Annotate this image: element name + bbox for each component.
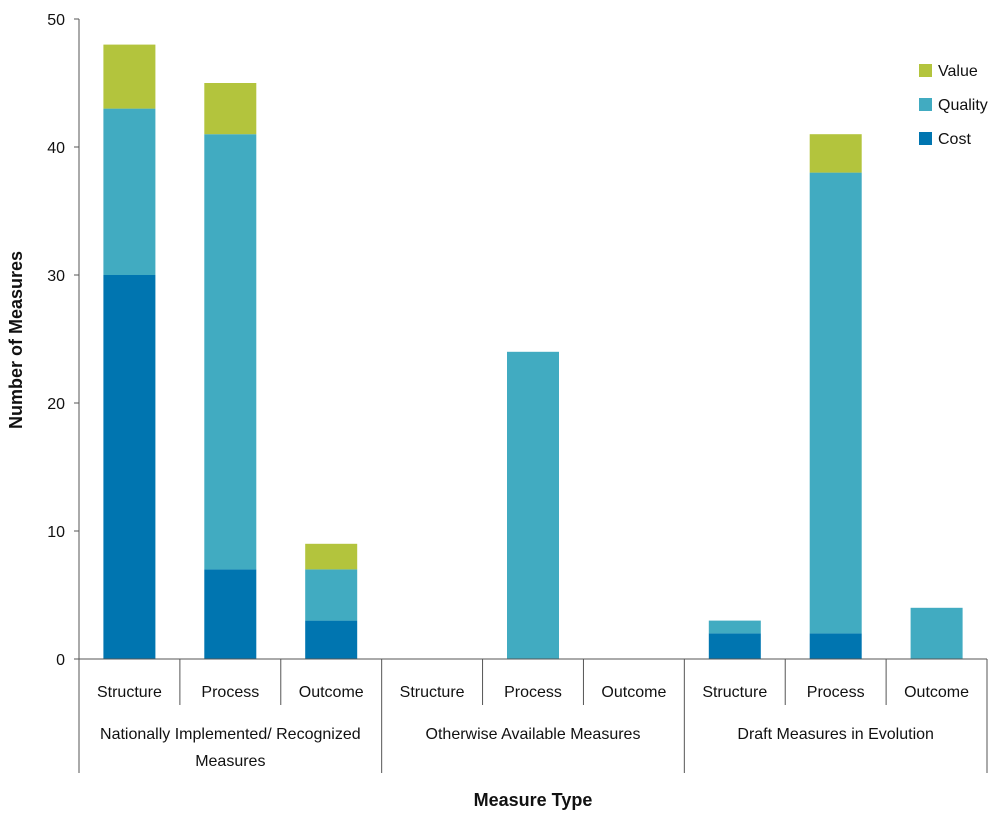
x-tick-label: Structure — [97, 684, 162, 701]
x-tick-label: Process — [807, 684, 865, 701]
legend-swatch-quality — [919, 98, 932, 111]
bar-value-1 — [204, 83, 257, 135]
legend: Value Quality Cost — [919, 63, 988, 148]
bar-cost-7 — [809, 633, 862, 659]
bar-quality-0 — [103, 108, 156, 275]
axes-layer: 0 10 20 30 40 50 Structure Process Outcome Struct… — [47, 12, 988, 773]
y-axis-title: Number of Measures — [6, 251, 26, 429]
x-tick-label: Outcome — [601, 684, 666, 701]
y-tick-label: 30 — [47, 268, 65, 285]
bar-value-0 — [103, 44, 156, 109]
bars-layer — [103, 44, 963, 659]
x-tick-label: Process — [201, 684, 259, 701]
legend-swatch-value — [919, 64, 932, 77]
group-label: Nationally Implemented/ Recognized — [100, 726, 361, 743]
x-axis-title: Measure Type — [474, 790, 593, 810]
bar-value-7 — [809, 134, 862, 173]
group-label: Otherwise Available Measures — [426, 726, 641, 743]
bar-quality-6 — [708, 620, 761, 634]
bar-cost-2 — [305, 620, 358, 659]
legend-label-cost: Cost — [938, 131, 971, 148]
bar-quality-2 — [305, 569, 358, 621]
bar-quality-8 — [910, 607, 963, 659]
x-tick-label: Outcome — [904, 684, 969, 701]
bar-cost-1 — [204, 569, 257, 659]
y-tick-label: 50 — [47, 12, 65, 29]
x-tick-label: Outcome — [299, 684, 364, 701]
legend-swatch-cost — [919, 132, 932, 145]
legend-label-value: Value — [938, 63, 978, 80]
group-label: Draft Measures in Evolution — [737, 726, 934, 743]
bar-quality-7 — [809, 172, 862, 634]
y-tick-label: 0 — [56, 652, 65, 669]
x-tick-label: Structure — [400, 684, 465, 701]
legend-label-quality: Quality — [938, 97, 988, 114]
bar-cost-6 — [708, 633, 761, 659]
x-tick-label: Process — [504, 684, 562, 701]
y-tick-label: 10 — [47, 524, 65, 541]
x-tick-label: Structure — [702, 684, 767, 701]
bar-quality-4 — [507, 351, 559, 659]
y-tick-label: 20 — [47, 396, 65, 413]
y-tick-label: 40 — [47, 140, 65, 157]
bar-cost-0 — [103, 275, 156, 659]
bar-value-2 — [305, 543, 358, 570]
group-label: Measures — [195, 753, 265, 770]
bar-quality-1 — [204, 134, 257, 570]
